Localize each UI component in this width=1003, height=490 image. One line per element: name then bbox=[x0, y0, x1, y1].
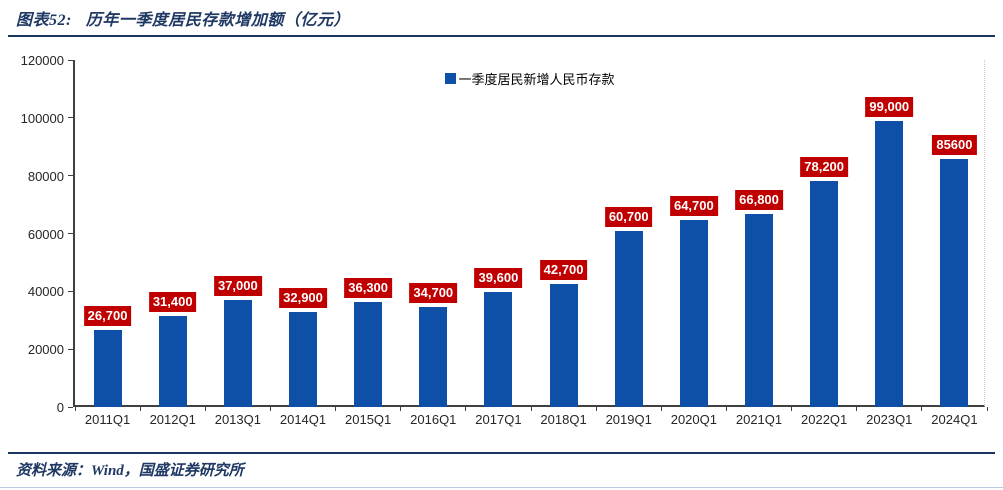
x-axis-tick bbox=[465, 407, 467, 411]
bar bbox=[484, 292, 513, 407]
bar-value-label: 34,700 bbox=[409, 282, 458, 303]
source-note: 资料来源：Wind，国盛证券研究所 bbox=[16, 463, 244, 479]
x-axis-label: 2012Q1 bbox=[149, 412, 196, 427]
y-axis-label: 120000 bbox=[20, 53, 64, 68]
bar bbox=[810, 180, 839, 407]
x-axis-tick bbox=[400, 407, 402, 411]
plot-area: 一季度居民新增人民币存款 0 20000 40000 60000 80000 100000… bbox=[21, 53, 988, 427]
x-axis-label: 2013Q1 bbox=[214, 412, 261, 427]
bar bbox=[875, 120, 904, 407]
bar bbox=[419, 306, 448, 407]
y-axis-label: 60000 bbox=[27, 226, 64, 242]
x-axis-tick bbox=[530, 407, 532, 411]
y-axis-label: 40000 bbox=[27, 284, 64, 300]
x-axis-tick bbox=[204, 407, 206, 411]
chart-title-text: 历年一季度居民存款增加额（亿元） bbox=[85, 12, 350, 29]
bar bbox=[354, 302, 383, 407]
x-axis-tick bbox=[986, 407, 988, 411]
bar bbox=[679, 219, 708, 407]
x-axis-tick bbox=[335, 407, 337, 411]
y-axis-label: 100000 bbox=[20, 110, 64, 126]
legend-swatch-icon bbox=[444, 73, 456, 84]
bar-value-label: 37,000 bbox=[213, 276, 262, 296]
chart-title: 图表52: 历年一季度居民存款增加额（亿元） bbox=[16, 6, 350, 30]
y-axis-tick bbox=[68, 175, 73, 177]
x-axis-label: 2023Q1 bbox=[866, 412, 913, 427]
y-axis-label: 20000 bbox=[27, 342, 64, 358]
y-axis-label: 80000 bbox=[27, 168, 64, 184]
bar-value-label: 78,200 bbox=[800, 156, 849, 177]
x-axis-label: 2022Q1 bbox=[801, 412, 848, 427]
bar-value-label: 26,700 bbox=[83, 305, 132, 326]
x-axis-tick bbox=[725, 407, 727, 411]
bar bbox=[289, 311, 317, 407]
bar-value-label: 36,300 bbox=[344, 278, 393, 299]
y-axis-tick bbox=[68, 406, 73, 408]
legend: 一季度居民新增人民币存款 bbox=[444, 69, 615, 88]
x-axis-label: 2016Q1 bbox=[410, 412, 457, 427]
y-axis-tick bbox=[68, 290, 73, 292]
chart-title-prefix: 图表52: bbox=[16, 12, 72, 29]
x-axis-tick bbox=[791, 407, 793, 411]
x-axis-label: 2024Q1 bbox=[931, 412, 978, 427]
bar-value-label: 60,700 bbox=[604, 207, 653, 228]
y-axis-tick bbox=[68, 348, 73, 350]
x-axis-label: 2021Q1 bbox=[735, 412, 783, 427]
x-axis-tick bbox=[660, 407, 662, 411]
bar bbox=[93, 329, 122, 407]
bar-value-label: 99,000 bbox=[865, 96, 914, 117]
bar-value-label: 66,800 bbox=[735, 189, 783, 210]
bar-value-label: 42,700 bbox=[539, 259, 588, 280]
bar bbox=[614, 231, 643, 407]
y-axis-tick bbox=[68, 117, 73, 119]
x-axis-tick bbox=[139, 407, 141, 411]
x-axis-label: 2018Q1 bbox=[540, 412, 587, 427]
x-axis-tick bbox=[74, 407, 76, 411]
bar bbox=[223, 300, 252, 407]
bar bbox=[940, 159, 969, 407]
bar-value-label: 31,400 bbox=[148, 292, 197, 313]
x-axis-tick bbox=[595, 407, 597, 411]
bar-value-label: 85600 bbox=[932, 135, 977, 156]
bar-value-label: 32,900 bbox=[279, 287, 327, 308]
bar-value-label: 64,700 bbox=[669, 195, 718, 216]
y-axis-tick bbox=[68, 59, 73, 61]
x-axis-label: 2011Q1 bbox=[84, 412, 131, 427]
x-axis-label: 2014Q1 bbox=[279, 412, 327, 427]
bar bbox=[549, 283, 578, 407]
bar-value-label: 39,600 bbox=[474, 268, 523, 289]
x-axis-label: 2019Q1 bbox=[605, 412, 652, 427]
x-axis-label: 2017Q1 bbox=[475, 412, 522, 427]
x-axis-label: 2020Q1 bbox=[670, 412, 717, 427]
bar bbox=[158, 316, 187, 407]
y-axis-tick bbox=[68, 233, 73, 234]
x-axis-tick bbox=[856, 407, 858, 411]
x-axis-tick bbox=[921, 407, 923, 411]
bar bbox=[745, 213, 773, 407]
x-axis-label: 2015Q1 bbox=[345, 412, 392, 427]
title-divider bbox=[8, 35, 995, 37]
x-axis-tick bbox=[269, 407, 271, 411]
footer-divider bbox=[8, 452, 995, 454]
legend-label: 一季度居民新增人民币存款 bbox=[458, 72, 615, 87]
bottom-divider bbox=[0, 487, 1003, 488]
y-axis-label: 0 bbox=[56, 400, 64, 415]
